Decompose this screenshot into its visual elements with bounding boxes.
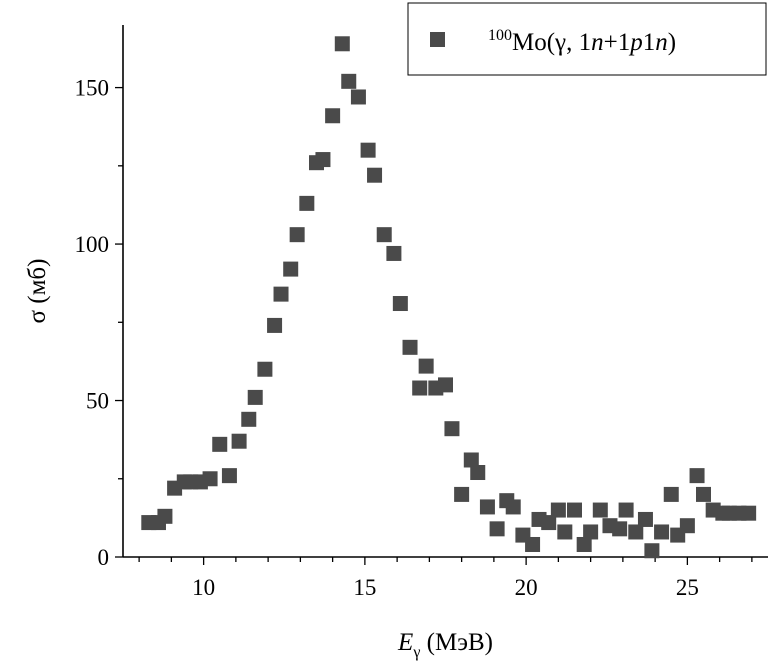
data-point xyxy=(299,195,315,211)
y-tick-label: 0 xyxy=(98,545,110,570)
data-point xyxy=(679,518,695,534)
data-point xyxy=(360,142,376,158)
legend-box xyxy=(407,2,767,76)
x-axis-title-subscript: γ xyxy=(412,644,420,661)
x-axis-title: Eγ (МэВ) xyxy=(397,629,493,661)
x-tick-label: 20 xyxy=(515,575,538,600)
data-point xyxy=(221,468,237,484)
data-point xyxy=(612,521,628,537)
data-point xyxy=(273,286,289,302)
data-point xyxy=(202,471,218,487)
data-point xyxy=(583,524,599,540)
x-ticks: 10 15 20 25 xyxy=(138,557,753,600)
data-point xyxy=(231,433,247,449)
data-point xyxy=(341,73,357,89)
data-point xyxy=(376,227,392,243)
data-point xyxy=(696,486,711,502)
data-point xyxy=(438,377,453,393)
data-point xyxy=(212,436,228,452)
data-point xyxy=(241,411,257,427)
x-axis-title-unit: (МэВ) xyxy=(420,629,493,656)
data-point xyxy=(402,339,418,355)
data-point xyxy=(289,227,305,243)
data-point xyxy=(505,499,521,515)
data-point xyxy=(267,317,283,333)
data-point xyxy=(283,261,299,277)
data-point xyxy=(489,521,505,537)
y-axis-title: σ (мб) xyxy=(24,259,51,324)
data-point xyxy=(444,421,460,437)
data-point xyxy=(454,486,470,502)
data-point xyxy=(386,245,402,261)
data-point xyxy=(157,508,173,524)
data-point xyxy=(592,502,608,518)
data-point xyxy=(463,452,479,468)
data-point xyxy=(418,358,434,374)
data-point xyxy=(637,511,653,527)
legend-entry-label: 100Mo(γ, 1n+1p1n) xyxy=(488,27,676,56)
data-point xyxy=(618,502,634,518)
data-point xyxy=(392,296,408,312)
data-point xyxy=(557,524,573,540)
data-point xyxy=(470,465,486,481)
axes: 10 15 20 25 0 50 100 150 xyxy=(75,25,768,600)
x-axis-title-symbol: E xyxy=(397,629,413,656)
y-tick-label: 150 xyxy=(75,76,110,101)
data-point xyxy=(247,389,263,405)
data-point xyxy=(689,468,705,484)
data-point xyxy=(628,524,644,540)
data-point xyxy=(479,499,495,515)
data-point xyxy=(325,108,341,124)
data-point xyxy=(412,380,428,396)
x-tick-label: 25 xyxy=(676,575,699,600)
data-point xyxy=(550,502,566,518)
legend-marker xyxy=(430,32,445,47)
data-point xyxy=(541,515,557,531)
data-point xyxy=(315,152,331,168)
data-point xyxy=(741,505,757,521)
data-point xyxy=(576,536,592,552)
y-tick-label: 100 xyxy=(75,232,110,257)
x-tick-label: 15 xyxy=(353,575,376,600)
y-ticks: 0 50 100 150 xyxy=(75,76,123,570)
data-point xyxy=(367,167,383,183)
data-point xyxy=(525,536,541,552)
data-point xyxy=(334,36,350,52)
data-point xyxy=(350,89,366,105)
x-tick-label: 10 xyxy=(192,575,215,600)
data-point xyxy=(663,486,679,502)
data-point xyxy=(644,543,660,559)
data-point xyxy=(257,361,273,377)
y-tick-label: 50 xyxy=(86,389,109,414)
data-points xyxy=(141,36,757,559)
legend: 100Mo(γ, 1n+1p1n) xyxy=(407,2,767,76)
data-point xyxy=(567,502,582,518)
data-point xyxy=(654,524,670,540)
